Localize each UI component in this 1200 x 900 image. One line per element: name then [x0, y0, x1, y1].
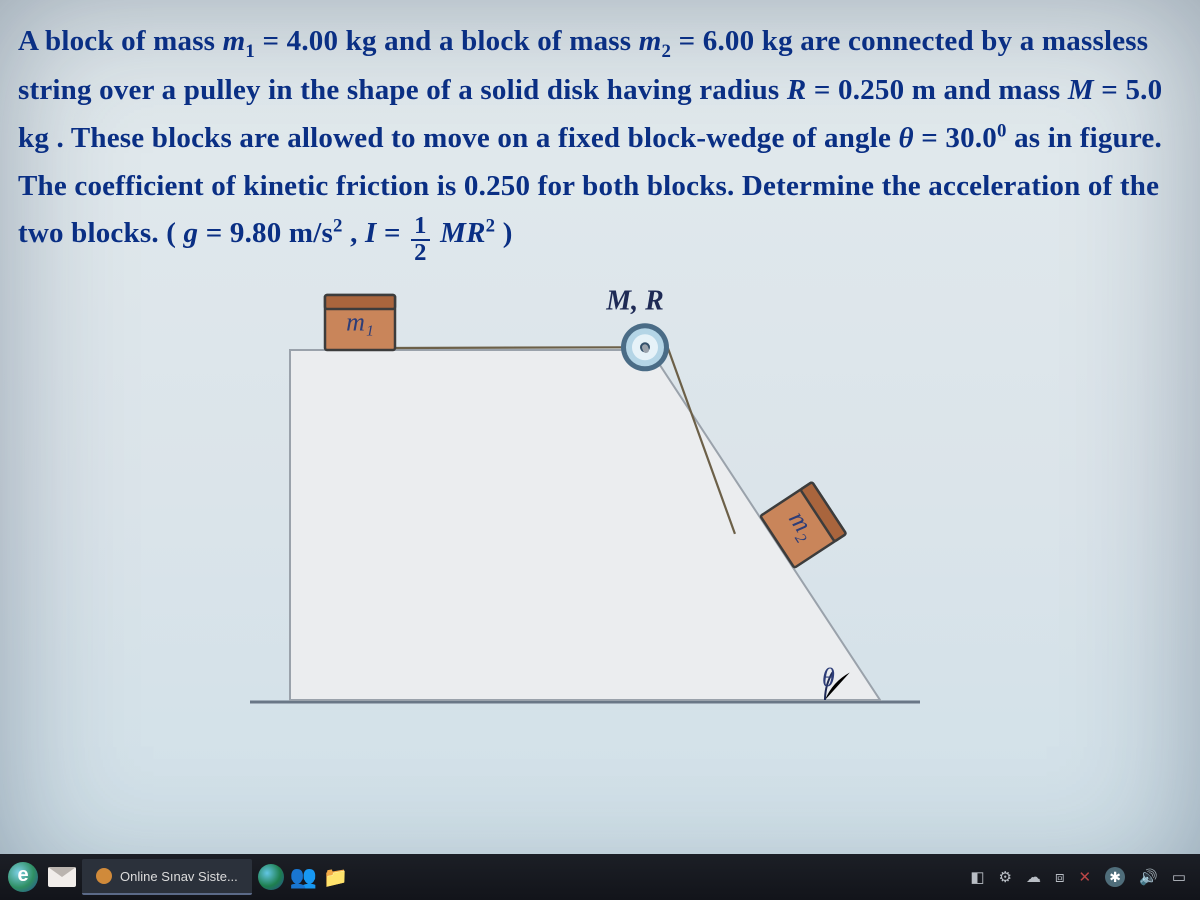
app-dot-icon: [96, 868, 112, 884]
tray-close-icon[interactable]: ✕: [1079, 868, 1092, 886]
fraction: 1 2: [411, 214, 430, 265]
text: =: [814, 74, 838, 106]
app-label: Online Sınav Siste...: [120, 869, 238, 884]
tray-asterisk-icon[interactable]: ✱: [1105, 867, 1125, 887]
diagram-svg: m₁m₂θM, R: [230, 290, 930, 760]
val-m2: 6.00 kg: [703, 25, 793, 57]
text: =: [262, 25, 286, 57]
edge-browser-icon[interactable]: [8, 862, 38, 892]
text: and a block of mass: [384, 25, 639, 57]
var-R: R: [787, 74, 807, 106]
text: ,: [350, 217, 365, 249]
text: =: [921, 122, 945, 154]
val-mu: 0.250: [464, 170, 530, 202]
diagram: m₁m₂θM, R: [230, 290, 930, 760]
text: =: [384, 217, 408, 249]
tray-overflow-icon[interactable]: ▭: [1172, 868, 1186, 886]
val-theta: 30.00: [945, 122, 1006, 154]
teams-icon[interactable]: 👥: [290, 864, 317, 890]
svg-text:m₁: m₁: [346, 308, 374, 337]
text: =: [1101, 74, 1125, 106]
var-theta: θ: [899, 122, 914, 154]
problem-statement: A block of mass m1 = 4.00 kg and a block…: [18, 18, 1182, 265]
var-g: g: [184, 217, 199, 249]
val-m1: 4.00 kg: [287, 25, 377, 57]
taskbar-app-online-sinav[interactable]: Online Sınav Siste...: [82, 859, 252, 895]
content-area: A block of mass m1 = 4.00 kg and a block…: [0, 0, 1200, 900]
tray-volume-icon[interactable]: 🔊: [1139, 868, 1158, 886]
var-M: M: [1068, 74, 1094, 106]
edge-small-icon[interactable]: [258, 864, 284, 890]
tray-cloud-icon[interactable]: ☁: [1026, 868, 1041, 886]
mail-icon[interactable]: [48, 867, 76, 887]
tray-settings-icon[interactable]: ⚙: [999, 868, 1012, 886]
taskbar-left: Online Sınav Siste... 👥 📁: [0, 859, 348, 895]
val-g: 9.80 m/s2: [230, 217, 343, 249]
folder-icon[interactable]: 📁: [323, 865, 348, 890]
text: =: [206, 217, 230, 249]
text: ): [503, 217, 513, 249]
text: . These blocks are allowed to move on a …: [56, 122, 898, 154]
tray-dropbox-icon[interactable]: ⧈: [1055, 869, 1065, 886]
tray-device-icon[interactable]: ◧: [970, 868, 984, 886]
taskbar-tray: ◧ ⚙ ☁ ⧈ ✕ ✱ 🔊 ▭: [970, 867, 1200, 887]
text: A block of mass: [18, 25, 223, 57]
text: =: [679, 25, 703, 57]
taskbar[interactable]: Online Sınav Siste... 👥 📁 ◧ ⚙ ☁ ⧈ ✕ ✱ 🔊 …: [0, 854, 1200, 900]
val-R: 0.250 m: [838, 74, 936, 106]
moment-expr: MR2: [440, 217, 495, 249]
svg-text:M, R: M, R: [605, 285, 664, 316]
text: and mass: [944, 74, 1068, 106]
svg-text:θ: θ: [822, 663, 835, 692]
var-m1: m1: [223, 25, 255, 57]
var-m2: m2: [639, 25, 671, 57]
var-I: I: [365, 217, 377, 249]
